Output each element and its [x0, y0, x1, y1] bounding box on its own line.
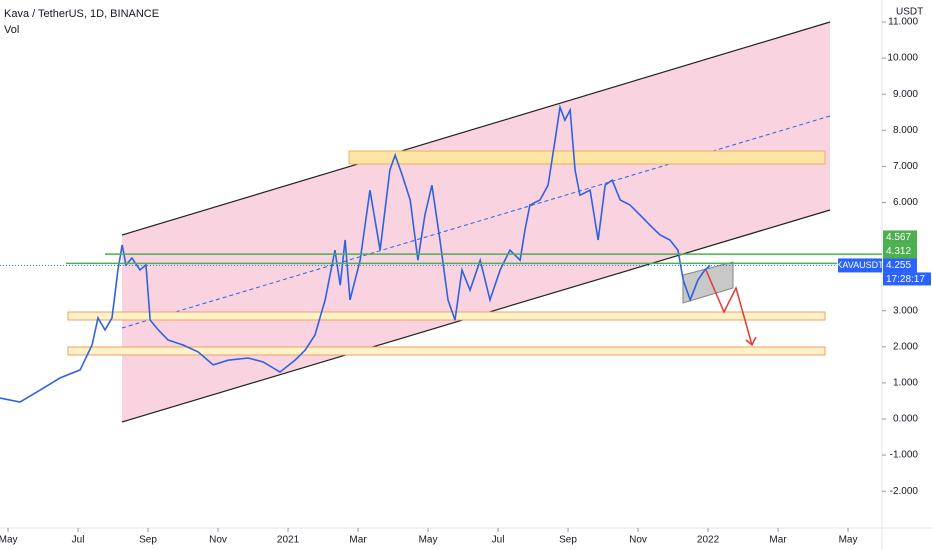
- y-tick-label: 11.000: [888, 17, 918, 28]
- x-tick-label: Jul: [492, 535, 505, 546]
- y-tick-label: 10.000: [887, 53, 918, 64]
- x-tick-label: Nov: [629, 535, 647, 546]
- channel-top: [121, 21, 831, 236]
- arrow-head: [745, 336, 757, 347]
- y-tick-label: 7.000: [893, 161, 918, 172]
- channel: [122, 22, 830, 422]
- y-tick-label: 8.000: [893, 125, 918, 136]
- price-box: [883, 244, 917, 259]
- symbol-label: KAVAUSDT: [836, 260, 884, 270]
- y-tick-label: 1.000: [893, 378, 918, 389]
- symbol-box: [838, 258, 882, 273]
- x-tick-label: 2022: [697, 535, 720, 546]
- y-tick-label: 2.000: [893, 341, 918, 352]
- y-tick-label: 0.000: [893, 414, 918, 425]
- subtitle: Vol: [4, 24, 19, 36]
- x-tick-label: Sep: [139, 535, 157, 546]
- price-label: 4.255: [886, 260, 911, 271]
- countdown-box: [883, 272, 931, 286]
- zone: [348, 150, 826, 165]
- zone: [67, 346, 826, 356]
- x-tick-label: May: [419, 535, 438, 546]
- price-label: 4.312: [886, 246, 911, 257]
- arrow: [705, 269, 753, 346]
- x-tick-label: Sep: [559, 535, 577, 546]
- axis-label: USDT: [896, 7, 923, 18]
- x-tick-label: Mar: [769, 535, 787, 546]
- x-tick-label: Nov: [209, 535, 227, 546]
- price-label: 4.567: [886, 232, 911, 243]
- zone: [67, 311, 826, 321]
- price-box: [883, 258, 917, 273]
- chart-title: Kava / TetherUS, 1D, BINANCE: [4, 8, 159, 20]
- y-tick-label: 6.000: [893, 197, 918, 208]
- x-tick-label: 2021: [277, 535, 300, 546]
- countdown: 17:28:17: [886, 274, 925, 285]
- y-tick-label: -2.000: [890, 486, 919, 497]
- price-box: [883, 230, 917, 245]
- x-tick-label: Mar: [349, 535, 367, 546]
- flag: [682, 261, 734, 304]
- y-tick-label: 3.000: [893, 305, 918, 316]
- x-tick-label: Jul: [72, 535, 85, 546]
- y-tick-label: -1.000: [890, 450, 919, 461]
- price-line: [0, 104, 711, 403]
- y-tick-label: 9.000: [893, 89, 918, 100]
- x-tick-label: May: [0, 535, 18, 546]
- x-tick-label: May: [839, 535, 858, 546]
